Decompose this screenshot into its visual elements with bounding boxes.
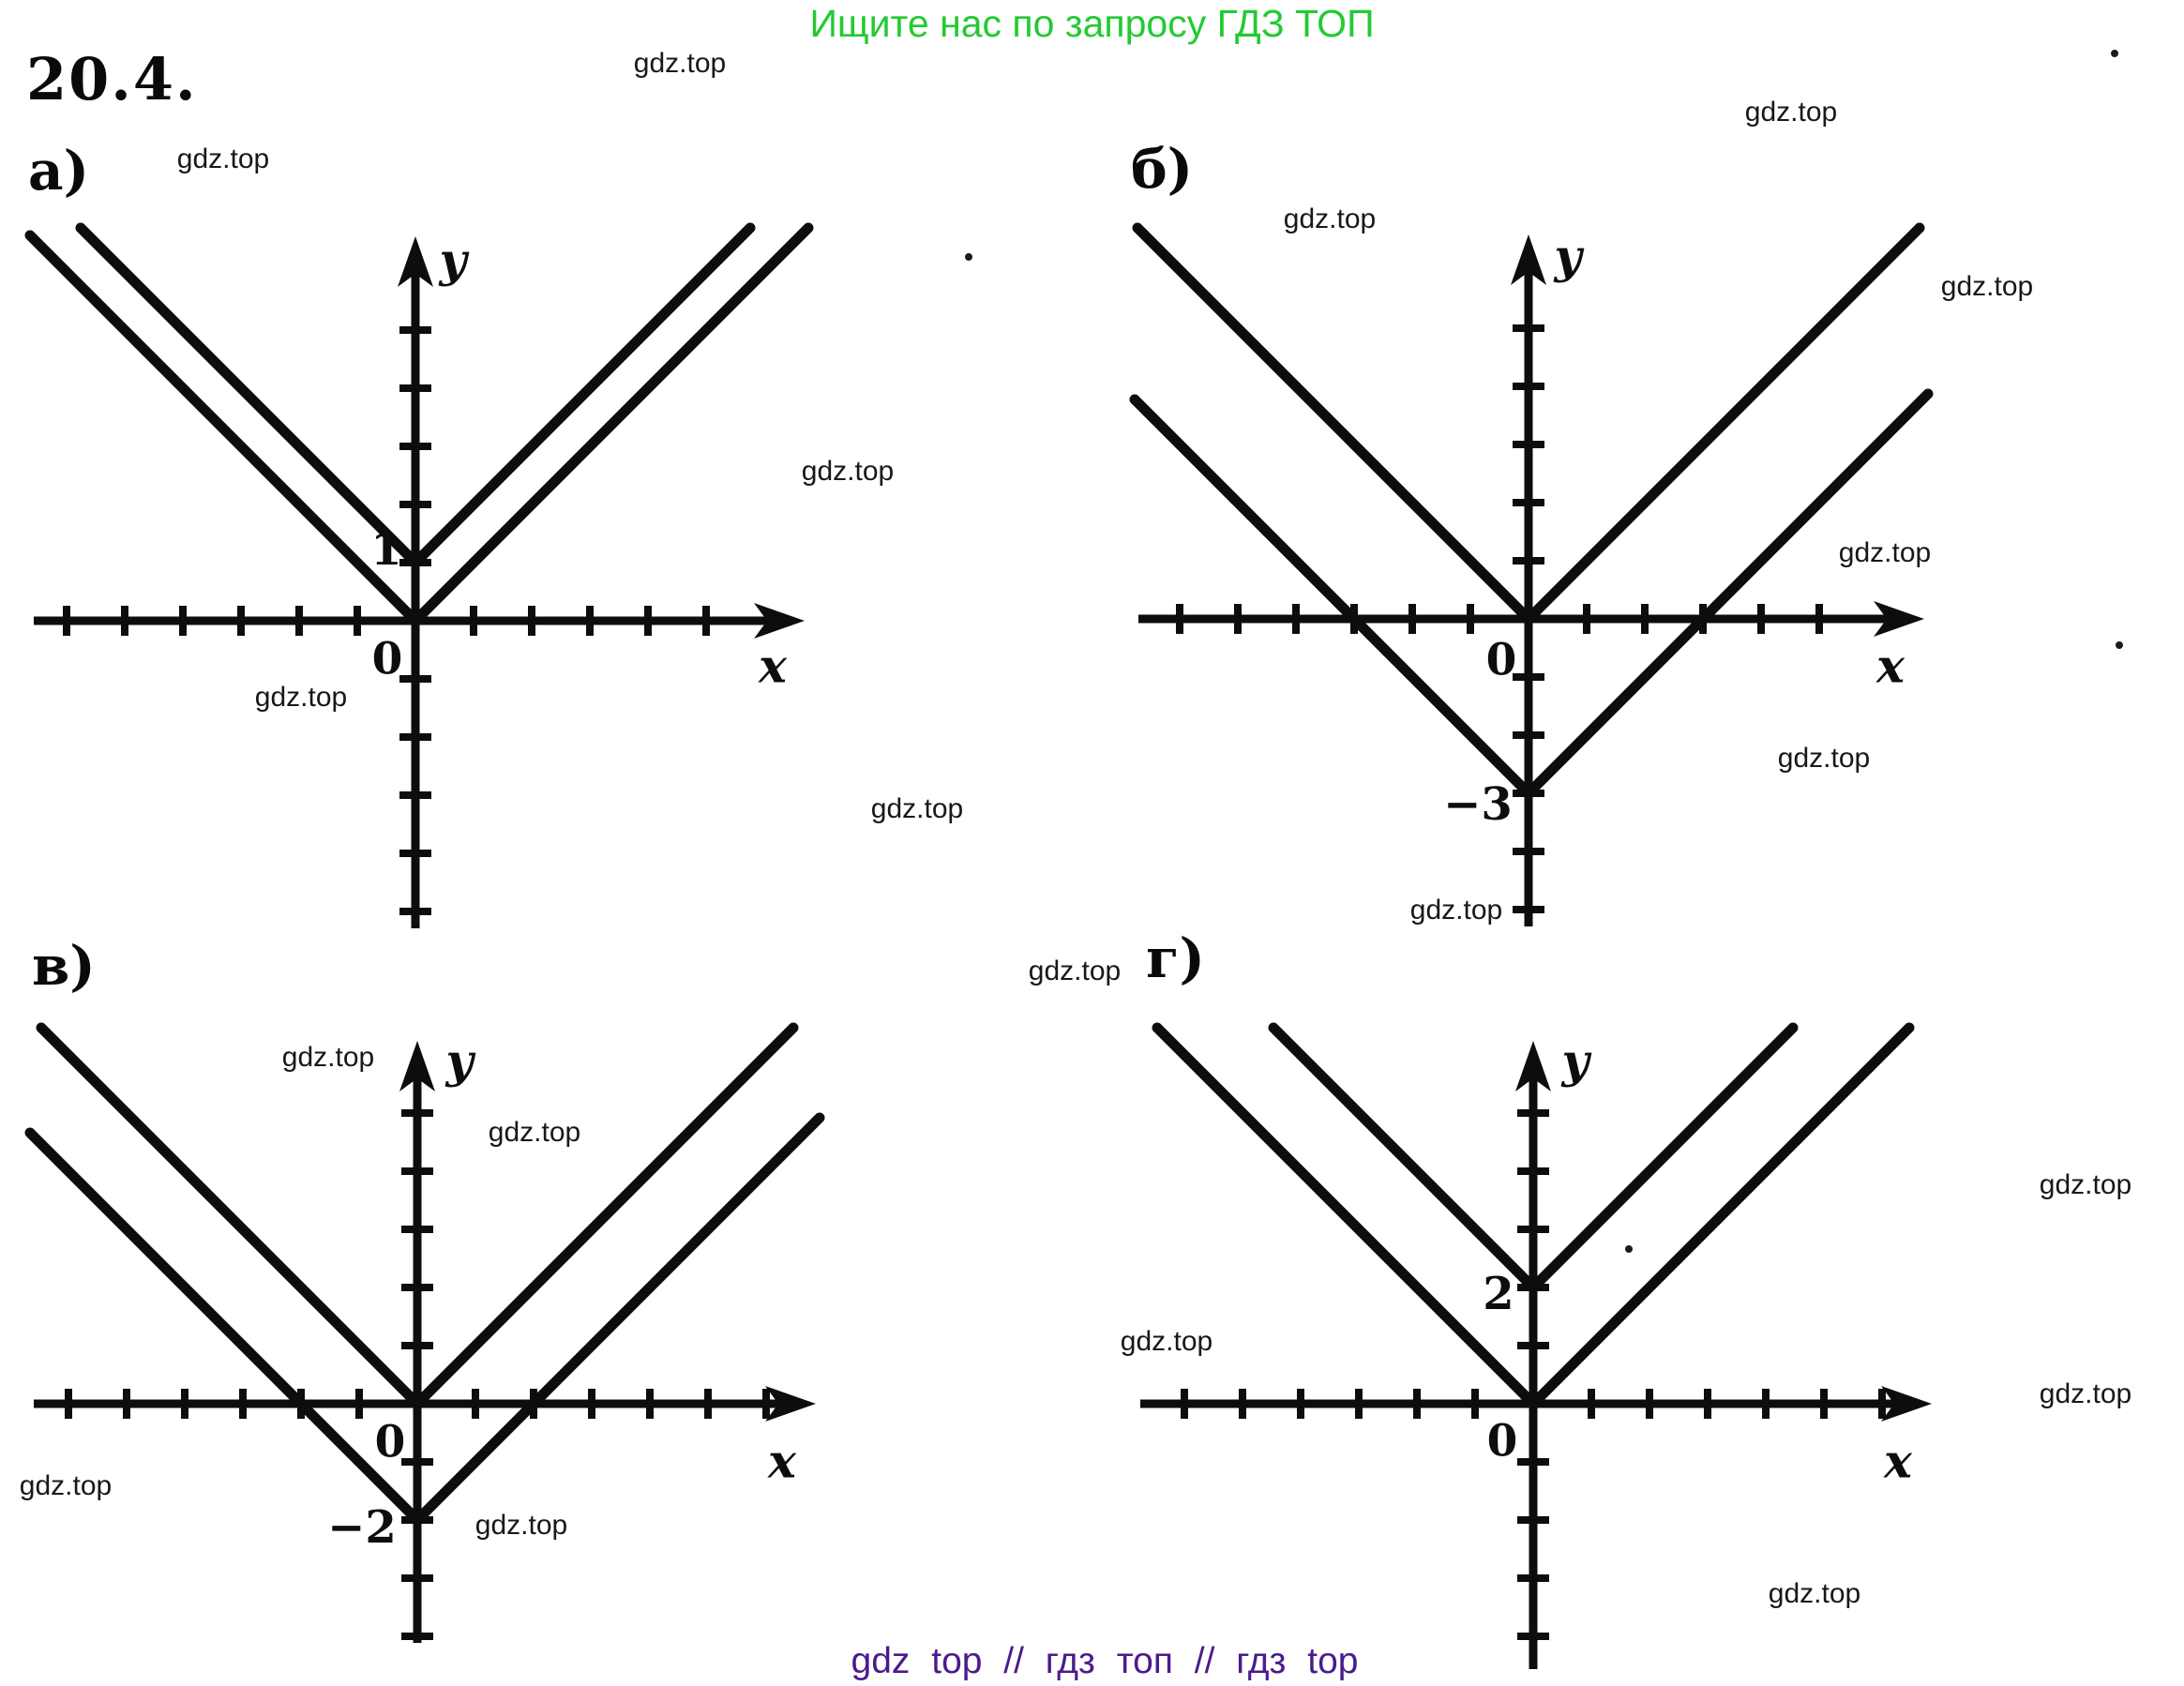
y-axis-arrow <box>1511 234 1546 285</box>
watermark: gdz.top <box>1768 1578 1861 1609</box>
graph-g-svg: y x 0 2 <box>1140 1022 1932 1669</box>
y-axis-arrow <box>1515 1041 1551 1091</box>
watermark: gdz.top <box>1283 203 1377 234</box>
graph-a-svg: y x 0 1 <box>24 222 814 928</box>
x-axis-label: x <box>1875 639 1905 694</box>
y-axis-arrow <box>399 1041 435 1091</box>
page-header-text: Ищите нас по запросу ГДЗ ТОП <box>809 2 1375 45</box>
watermark: gdz.top <box>254 682 348 713</box>
x-axis-arrow <box>1874 601 1924 637</box>
scan-speck <box>965 253 972 261</box>
scan-speck <box>2116 641 2123 649</box>
curve-y = |x| − 3 <box>1129 388 1934 801</box>
origin-label: 0 <box>1486 635 1517 686</box>
x-axis-label: x <box>758 639 788 694</box>
watermark: gdz.top <box>801 456 895 487</box>
part-label-a: а) <box>28 139 90 203</box>
part-label-b: б) <box>1131 137 1194 201</box>
x-axis-arrow <box>1881 1386 1932 1422</box>
vertex-label: −2 <box>327 1501 397 1554</box>
watermark: gdz.top <box>176 143 270 174</box>
origin-label: 0 <box>1487 1416 1518 1468</box>
x-axis-arrow <box>754 603 805 639</box>
watermark: gdz.top <box>2039 1169 2132 1200</box>
page-footer-text: gdz top // гдз топ // гдз top <box>851 1641 1359 1681</box>
y-axis-label: y <box>1560 1033 1591 1089</box>
curve-y = |x| <box>1132 222 1925 626</box>
x-axis-arrow <box>765 1386 816 1422</box>
curve-y = |x| + 1 <box>75 222 756 570</box>
problem-number: 20.4. <box>26 45 198 113</box>
watermark: gdz.top <box>1777 743 1871 774</box>
watermark: gdz.top <box>1028 956 1122 986</box>
y-axis-label: y <box>444 1033 475 1089</box>
scan-speck <box>2111 50 2118 57</box>
x-axis-label: x <box>1883 1434 1913 1489</box>
graph-v-svg: y x 0 −2 <box>24 1022 825 1643</box>
part-label-v: в) <box>32 934 96 998</box>
watermark: gdz.top <box>870 793 964 824</box>
watermark: gdz.top <box>1409 895 1503 926</box>
watermark: gdz.top <box>1744 97 1838 128</box>
y-axis-label: y <box>1553 229 1584 284</box>
watermark: gdz.top <box>19 1470 113 1501</box>
graph-b-svg: y x 0 −3 <box>1129 222 1934 926</box>
watermark: gdz.top <box>2039 1378 2132 1409</box>
watermark: gdz.top <box>474 1510 568 1541</box>
curve-y = |x| <box>24 222 814 628</box>
curve-y = |x| <box>36 1022 799 1411</box>
part-label-g: г) <box>1146 926 1205 990</box>
watermark: gdz.top <box>633 48 727 79</box>
curve-y = |x| − 2 <box>24 1112 825 1528</box>
origin-label: 0 <box>372 634 403 685</box>
y-axis-label: y <box>438 233 469 288</box>
watermark: gdz.top <box>1940 271 2034 302</box>
curve-y = |x| + 2 <box>1268 1022 1799 1295</box>
watermark: gdz.top <box>488 1117 581 1148</box>
watermark: gdz.top <box>1838 537 1932 568</box>
scan-speck <box>1625 1245 1633 1253</box>
vertex-label: −3 <box>1443 778 1513 831</box>
origin-label: 0 <box>375 1417 406 1468</box>
vertex-label: 2 <box>1483 1268 1514 1320</box>
vertex-label: 1 <box>370 523 401 576</box>
x-axis-label: x <box>767 1434 797 1489</box>
y-axis-arrow <box>398 236 433 287</box>
watermark: gdz.top <box>281 1042 375 1073</box>
curve-y = |x| <box>1152 1022 1915 1411</box>
watermark: gdz.top <box>1120 1326 1213 1357</box>
